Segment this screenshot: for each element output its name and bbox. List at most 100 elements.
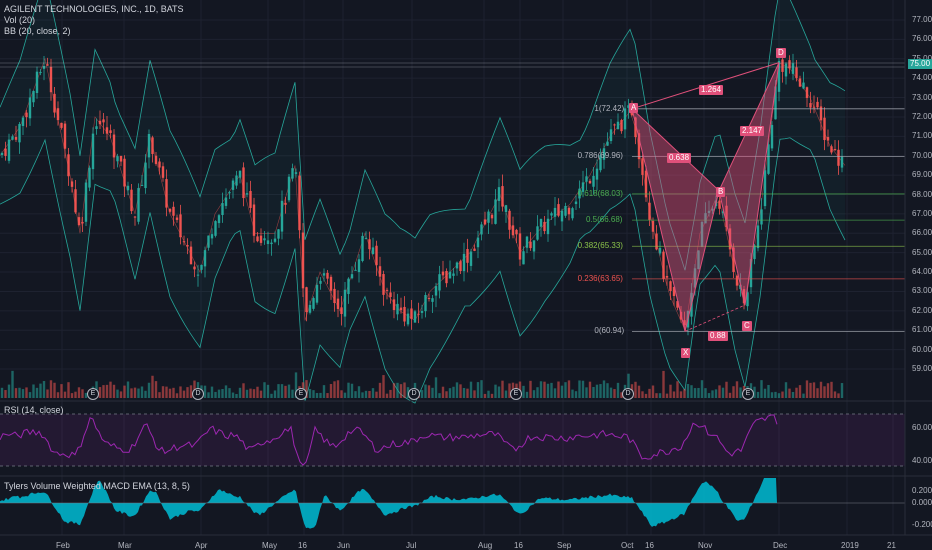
dividend-marker[interactable]: D — [192, 388, 204, 400]
candle-body — [364, 238, 368, 240]
symbol-legend[interactable]: AGILENT TECHNOLOGIES, INC., 1D, BATS — [4, 4, 184, 14]
volume-bar — [490, 393, 494, 398]
candle-body — [732, 247, 735, 272]
earnings-marker[interactable]: E — [295, 388, 307, 400]
volume-bar — [322, 385, 326, 398]
volume-bar — [791, 391, 795, 398]
volume-bar — [501, 380, 504, 398]
candle-body — [0, 152, 4, 156]
volume-bar — [147, 382, 151, 398]
candle-body — [109, 130, 112, 134]
candle-body — [385, 289, 389, 291]
candle-body — [161, 166, 165, 178]
volume-bar — [32, 384, 35, 398]
candle-body — [644, 170, 648, 198]
candle-body — [819, 106, 823, 121]
volume-bar — [158, 392, 161, 398]
volume-bar — [805, 380, 809, 398]
volume-bar — [287, 384, 291, 398]
candle-body — [4, 148, 7, 156]
candle-body — [487, 211, 490, 223]
candle-body — [91, 133, 95, 170]
candle-body — [53, 93, 56, 113]
ratio-bd: 2.147 — [740, 126, 765, 136]
candle-body — [70, 181, 74, 187]
candle-body — [315, 284, 319, 303]
volume-bar — [403, 382, 406, 398]
candle-body — [476, 237, 480, 248]
volume-bar — [721, 387, 725, 398]
volume-bar — [543, 381, 546, 398]
dividend-marker[interactable]: D — [408, 388, 420, 400]
candle-body — [697, 250, 700, 269]
rsi-legend[interactable]: RSI (14, close) — [4, 405, 64, 415]
candle-body — [515, 229, 518, 235]
volume-bar — [819, 381, 823, 398]
volume-bar — [781, 391, 784, 398]
time-tick: Nov — [698, 541, 713, 550]
volume-bar — [231, 392, 235, 398]
volume-bar — [504, 390, 508, 398]
candle-body — [648, 202, 651, 220]
candle-body — [634, 117, 637, 138]
volume-bar — [508, 383, 511, 398]
volume-bar — [798, 385, 802, 398]
bollinger-bands — [0, 0, 846, 404]
candle-body — [277, 229, 280, 239]
candle-body — [228, 192, 231, 194]
rsi-pane — [0, 413, 905, 467]
candle-body — [567, 207, 571, 215]
volume-bar — [235, 393, 238, 398]
volume-bar — [620, 392, 623, 398]
volume-bar — [606, 383, 609, 398]
grid-lines — [0, 0, 905, 535]
candle-body — [305, 287, 308, 313]
volume-bar — [361, 392, 364, 398]
earnings-marker[interactable]: E — [510, 388, 522, 400]
candle-body — [347, 278, 350, 295]
volume-bar — [462, 387, 466, 398]
earnings-marker[interactable]: E — [87, 388, 99, 400]
price-tick: 72.00 — [912, 111, 932, 121]
volume-bar — [711, 390, 714, 398]
candle-body — [382, 274, 385, 295]
candle-body — [749, 259, 753, 288]
volume-bar — [21, 389, 25, 398]
volume-bar — [809, 382, 812, 398]
candle-body — [182, 241, 186, 243]
candle-body — [25, 112, 28, 118]
candle-body — [480, 224, 483, 235]
volume-bar — [375, 391, 378, 398]
time-tick: Feb — [56, 541, 70, 550]
candle-body — [518, 233, 522, 260]
candle-body — [203, 250, 207, 267]
candle-body — [263, 238, 266, 241]
price-tick: 69.00 — [912, 170, 932, 180]
volume-bar — [336, 380, 340, 398]
volume-bar — [308, 388, 312, 398]
earnings-marker[interactable]: E — [742, 388, 754, 400]
rsi-axis-40: 40.0000 — [912, 456, 932, 465]
time-tick: Apr — [195, 541, 208, 550]
candle-body — [501, 186, 504, 207]
candle-body — [840, 156, 844, 168]
candle-body — [217, 215, 221, 224]
volume-legend[interactable]: Vol (20) — [4, 15, 36, 25]
volume-bar — [396, 382, 399, 398]
candle-body — [623, 108, 627, 130]
volume-bar — [438, 393, 441, 398]
candle-body — [805, 87, 809, 98]
dividend-marker[interactable]: D — [622, 388, 634, 400]
candle-body — [564, 205, 567, 216]
bb-legend[interactable]: BB (20, close, 2) — [4, 26, 71, 36]
volume-bar — [420, 390, 424, 398]
volume-bar — [126, 381, 130, 398]
candle-body — [770, 124, 774, 149]
volume-bar — [252, 389, 256, 398]
time-tick: Dec — [773, 541, 788, 550]
macd-legend[interactable]: Tylers Volume Weighted MACD EMA (13, 8, … — [4, 481, 190, 491]
candle-body — [133, 216, 137, 218]
candle-body — [784, 63, 788, 77]
